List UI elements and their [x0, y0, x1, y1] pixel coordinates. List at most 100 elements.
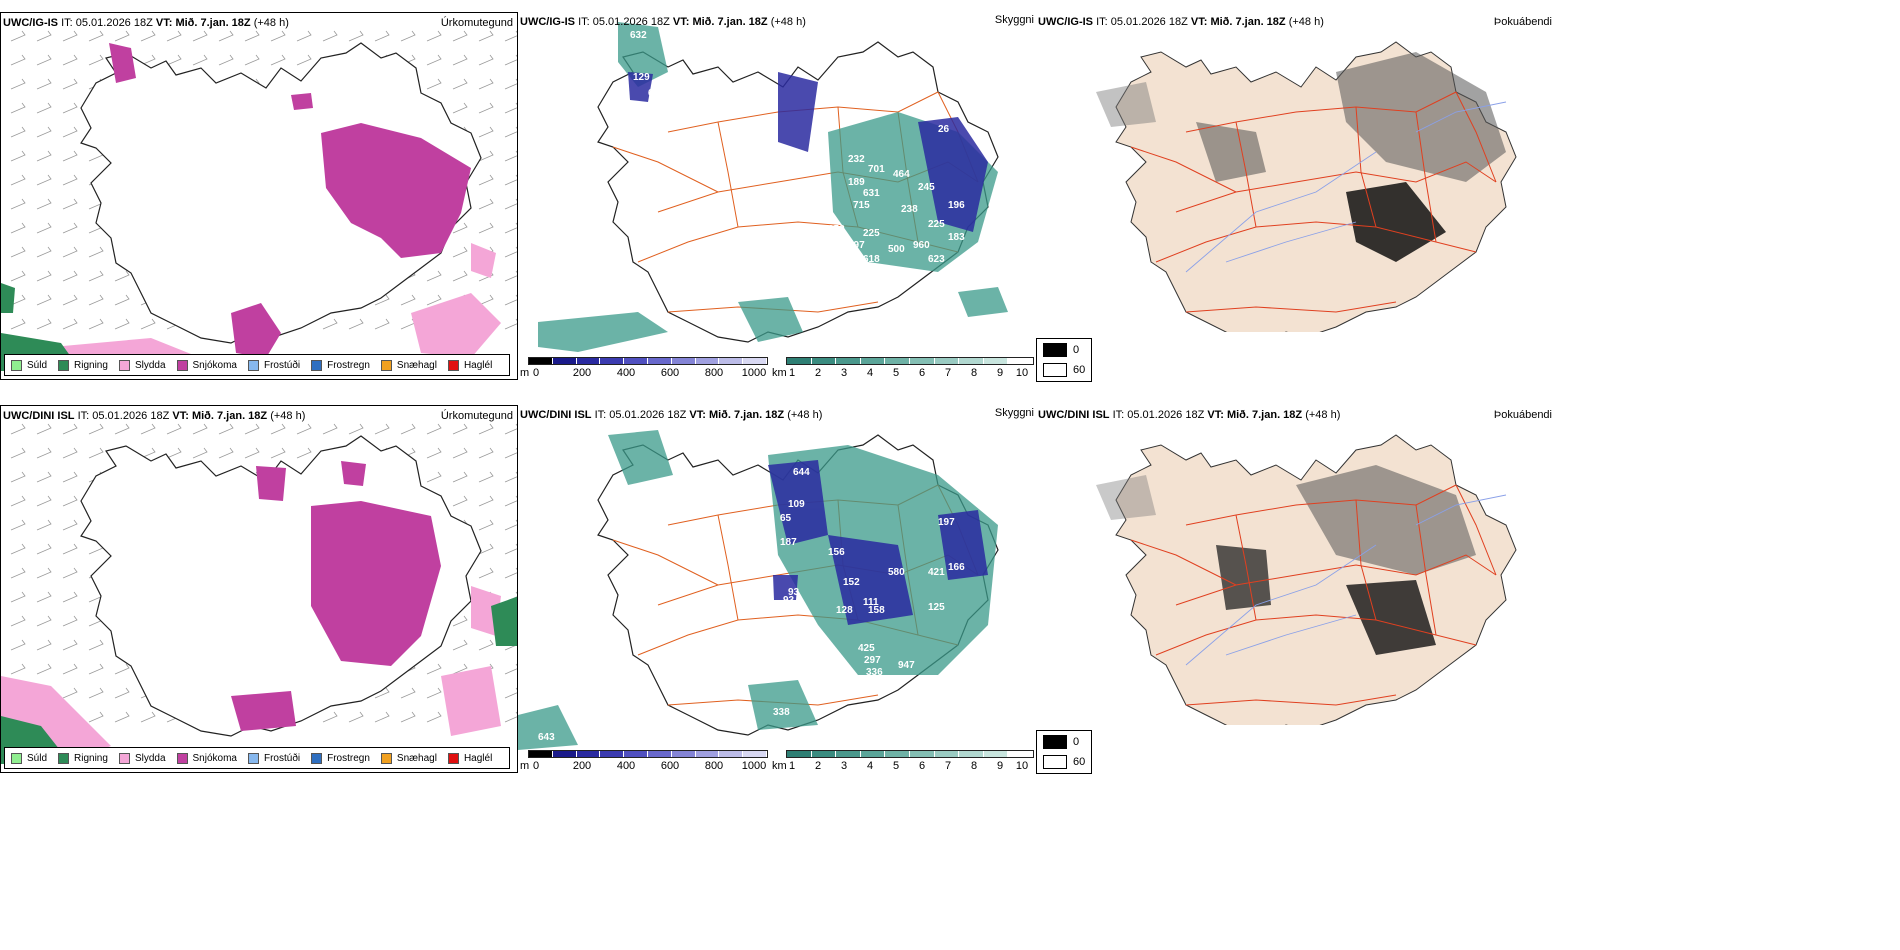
- cloud-value-label: 632: [630, 30, 647, 41]
- legend-item-hail: Haglél: [447, 752, 492, 764]
- model-name: UWC/DINI ISL: [1038, 409, 1110, 421]
- legend-item-sleet: Slydda: [118, 752, 166, 764]
- wind-barb: [478, 126, 494, 138]
- cloud-value-label: 421: [928, 567, 945, 578]
- cloud-value-label: 464: [893, 169, 910, 180]
- cloud-value-label: 109: [788, 499, 805, 510]
- low-ceiling-areas: [628, 72, 988, 232]
- wind-barb: [62, 519, 78, 531]
- tick-label: 2: [814, 367, 822, 379]
- road-line: [1455, 484, 1497, 576]
- wind-barb: [62, 687, 78, 699]
- fog-key-row2: 0 60: [1036, 730, 1092, 774]
- colorbar-step: [600, 751, 625, 757]
- wind-barb: [504, 174, 517, 186]
- wind-barb: [374, 423, 390, 435]
- panel-header: UWC/DINI ISL IT: 05.01.2026 18Z VT: Mið.…: [3, 410, 305, 422]
- wind-barb: [10, 447, 26, 459]
- cloud-value-label: 152: [828, 224, 845, 235]
- road-line: [1355, 106, 1377, 228]
- snow-swatch: [176, 359, 188, 371]
- cloud-value-label: 232: [848, 154, 865, 165]
- wind-barb: [322, 423, 338, 435]
- colorbar-step: [909, 358, 935, 364]
- drizzle-swatch: [11, 752, 22, 764]
- wind-barb: [166, 447, 182, 459]
- wind-barb: [270, 423, 286, 435]
- tick-label: 1000: [741, 367, 767, 379]
- cloud-value-label: 187: [780, 537, 797, 548]
- wind-barb: [478, 447, 494, 459]
- wind-barb: [88, 687, 104, 699]
- tick-label: 400: [616, 367, 636, 379]
- wind-barb: [452, 423, 468, 435]
- wind-barb: [452, 102, 468, 114]
- wind-barb: [504, 246, 517, 258]
- road-line: [1185, 484, 1457, 526]
- cloud-value-label: 158: [868, 605, 885, 616]
- colorbar-step: [624, 751, 648, 757]
- legend-label: Frostúði: [263, 359, 301, 371]
- wind-barb: [218, 30, 234, 42]
- tick-label: 6: [918, 367, 926, 379]
- vt-value: Mið. 7.jan. 18Z: [191, 410, 268, 422]
- wind-barb: [452, 495, 468, 507]
- road-line: [1235, 514, 1257, 621]
- wind-barb: [244, 423, 260, 435]
- wind-barb: [504, 711, 517, 723]
- wind-barb: [322, 711, 338, 723]
- model-name: UWC/DINI ISL: [3, 410, 75, 422]
- colorbar-step: [1008, 358, 1033, 364]
- tick-label: 200: [572, 367, 592, 379]
- wind-barb: [10, 246, 26, 258]
- wind-barb: [62, 567, 78, 579]
- cloud-value-label: 947: [898, 660, 915, 671]
- wind-barb: [166, 30, 182, 42]
- tick-label: 0: [532, 367, 540, 379]
- tick-label: 3: [840, 760, 848, 772]
- legend-item-rain: Rigning: [58, 359, 108, 371]
- wind-barb: [140, 711, 156, 723]
- wind-barb: [504, 198, 517, 210]
- snow-areas: [231, 461, 441, 731]
- wind-barb: [62, 471, 78, 483]
- wind-barb: [244, 30, 260, 42]
- cloud-value-label: 765: [818, 90, 835, 101]
- wind-barb: [88, 294, 104, 306]
- wind-barb: [478, 78, 494, 90]
- cloud-value-label: 157: [783, 209, 800, 220]
- colorbar-step: [695, 358, 720, 364]
- sleet-swatch: [118, 752, 130, 764]
- wind-barb: [478, 639, 494, 651]
- drizzle-swatch: [11, 359, 22, 371]
- colorbar-step: [552, 358, 577, 364]
- wind-barb: [348, 711, 364, 723]
- wind-barb: [452, 615, 468, 627]
- wind-barb: [88, 270, 104, 282]
- wind-barb: [478, 150, 494, 162]
- cloud-value-label: 500: [888, 244, 905, 255]
- tick-label: 600: [660, 367, 680, 379]
- wind-barb: [62, 126, 78, 138]
- legend-label: Snjókoma: [192, 359, 237, 371]
- lead-time: (+48 h): [787, 409, 823, 421]
- colorbar-step: [983, 358, 1009, 364]
- wind-barb: [10, 318, 26, 330]
- wind-barb: [478, 471, 494, 483]
- ceiling-unit: m: [520, 760, 530, 772]
- tick-label: 5: [892, 367, 900, 379]
- fog-shading: [1096, 52, 1506, 262]
- legend-item-drizzle: Súld: [11, 359, 47, 371]
- colorbar-step: [719, 358, 744, 364]
- wind-barb: [88, 318, 104, 330]
- fog-key-label: 0: [1073, 344, 1080, 356]
- wind-barb: [426, 294, 442, 306]
- snow-areas: [109, 43, 471, 358]
- cloud-value-label: 960: [913, 240, 930, 251]
- wind-barb: [270, 30, 286, 42]
- model-name: UWC/IG-IS: [3, 17, 58, 29]
- fog-key-label: 0: [1073, 736, 1080, 748]
- vt-value: Mið. 7.jan. 18Z: [1226, 409, 1303, 421]
